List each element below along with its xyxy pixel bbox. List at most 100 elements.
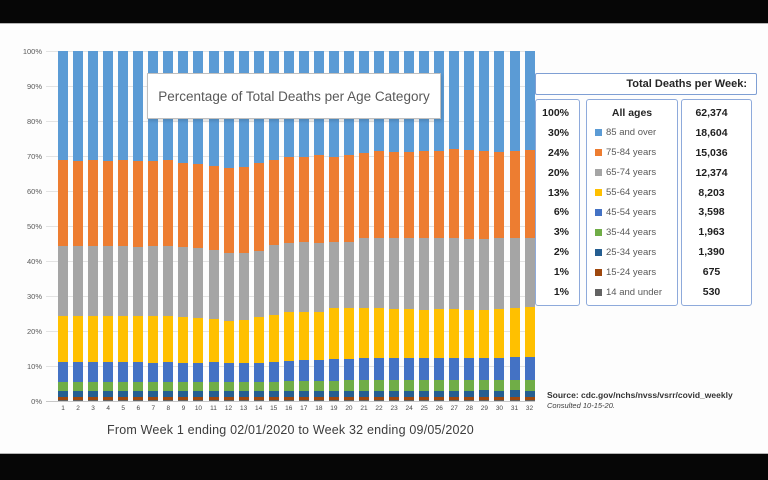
legend-value: 8,203 [698,186,725,199]
bar-segment [193,396,204,400]
bar-segment [148,160,159,247]
bar-segment [163,396,174,400]
legend-value: 1,390 [698,246,725,259]
bar-segment [118,399,129,401]
bar-segment [253,317,264,363]
bar-segment [178,247,189,317]
y-axis-tick-label: 0% [31,396,42,406]
x-axis-tick-label: 21 [360,405,368,412]
x-axis-tick-label: 1 [61,405,65,412]
x-axis-tick-label: 12 [224,405,233,412]
bar-segment [374,396,385,400]
bar-segment [268,399,279,401]
bar-segment [298,399,309,401]
bar-segment [178,317,189,363]
bar-segment [163,362,174,382]
legend-swatch-icon [595,129,602,137]
bar-segment [118,362,129,382]
bar-segment [148,399,159,401]
legend-value-column: 62,374 18,604 15,036 12,374 8,203 3,598 1,963 1… [681,99,752,306]
bar-segment [73,362,84,382]
bar-segment [223,167,234,253]
bar-segment [524,150,535,238]
legend-swatch-icon [595,268,602,276]
bar-segment [494,396,505,400]
bar-segment [58,51,68,161]
bar-segment [298,396,309,400]
bar-segment [524,380,535,391]
bar-segment [359,390,369,397]
bar-segment [359,237,369,308]
bar-segment [389,357,400,380]
bar-segment [494,390,505,397]
bar-segment [238,362,249,382]
bar-segment [58,396,68,400]
y-axis-tick-label: 10% [26,361,42,371]
bar-week-31 [509,51,520,401]
x-axis-tick-label: 7 [151,405,156,412]
bar-segment [103,399,114,401]
bar-segment [524,399,535,401]
gridline [46,401,535,402]
bar-segment [449,237,460,309]
bar-segment [449,390,460,397]
legend-label: 65-74 years [606,167,657,179]
bar-segment [328,308,339,359]
legend-label: 25-34 years [606,246,657,258]
bar-segment [328,359,339,381]
bar-segment [238,253,249,320]
legend-percent: 1% [553,286,569,299]
legend-value: 675 [702,266,721,279]
bar-segment [73,396,84,400]
bar-segment [479,379,490,391]
bar-week-28 [464,51,475,402]
bar-segment [148,362,159,382]
bar-segment [103,391,114,397]
bar-segment [73,160,84,246]
bar-week-4 [103,51,114,401]
bar-segment [524,396,535,400]
x-axis-tick-label: 19 [330,405,338,412]
bar-segment [178,396,189,400]
y-axis-tick-label: 100% [22,46,42,56]
bar-segment [193,381,204,392]
bar-segment [313,391,324,397]
bar-segment [283,156,294,243]
bar-segment [103,316,114,363]
bar-segment [193,317,204,363]
bar-segment [464,238,475,311]
bar-segment [389,396,400,400]
bar-segment [148,246,159,316]
bar-segment [88,391,99,397]
bar-segment [374,358,385,380]
bar-segment [389,399,400,401]
bar-segment [253,391,264,397]
bar-segment [283,360,294,382]
bar-segment [193,399,204,401]
bar-segment [73,315,84,363]
bar-segment [313,396,324,400]
bar-segment [449,380,460,391]
bar-segment [328,396,339,400]
legend-percent: 3% [553,226,569,239]
legend-swatch-icon [595,228,602,236]
legend-value: 15,036 [695,146,728,159]
bar-segment [343,155,354,243]
bar-segment [73,245,84,316]
bar-segment [494,308,505,358]
bar-segment [133,362,144,382]
bar-segment [208,362,219,382]
bar-segment [479,151,490,239]
bar-segment [509,379,520,391]
bar-segment [88,362,99,382]
bar-segment [163,391,174,397]
bar-segment [148,381,159,392]
bar-segment [509,390,520,397]
legend-value: 18,604 [695,126,728,139]
bar-week-6 [133,51,144,401]
x-axis-tick-label: 25 [420,405,428,412]
legend-percent: 100% [542,106,569,119]
x-axis-tick-label: 14 [255,405,263,412]
bar-segment [404,396,415,400]
bar-segment [389,380,400,391]
